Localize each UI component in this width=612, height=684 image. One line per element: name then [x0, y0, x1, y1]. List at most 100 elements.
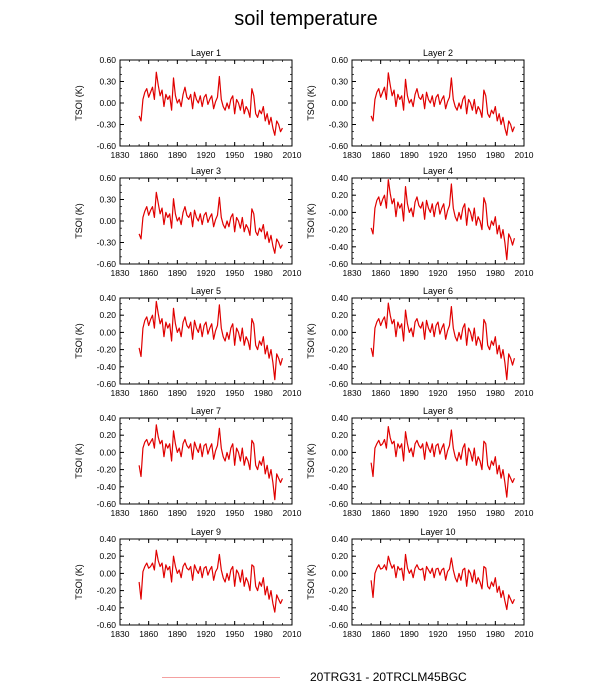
- y-tick-label: -0.30: [97, 120, 117, 130]
- x-tick-label: 1830: [111, 268, 130, 278]
- x-tick-label: 1950: [457, 150, 476, 160]
- y-tick-label: 0.00: [331, 327, 348, 337]
- y-axis-label: TSOI (K): [74, 203, 84, 239]
- y-axis-label: TSOI (K): [306, 323, 316, 359]
- y-tick-label: -0.40: [329, 603, 349, 613]
- y-tick-label: -0.00: [329, 207, 349, 217]
- x-tick-label: 1920: [197, 629, 216, 639]
- x-tick-label: 1980: [486, 268, 505, 278]
- y-tick-label: -0.30: [329, 120, 349, 130]
- panel-title: Layer 7: [191, 406, 221, 416]
- y-tick-label: -0.20: [329, 345, 349, 355]
- y-tick-label: 0.00: [99, 568, 116, 578]
- y-tick-label: -0.20: [329, 586, 349, 596]
- y-tick-label: -0.40: [97, 482, 117, 492]
- y-tick-label: 0.00: [331, 568, 348, 578]
- x-tick-label: 1860: [139, 388, 158, 398]
- x-tick-label: 1890: [168, 508, 187, 518]
- y-tick-label: -0.30: [97, 238, 117, 248]
- y-tick-label: -0.60: [97, 499, 117, 509]
- x-tick-label: 1920: [429, 508, 448, 518]
- series-line: [138, 424, 283, 501]
- x-tick-label: 2010: [283, 508, 302, 518]
- x-tick-label: 2010: [283, 268, 302, 278]
- x-tick-label: 1920: [429, 150, 448, 160]
- x-tick-label: 1830: [343, 629, 362, 639]
- x-tick-label: 2010: [515, 268, 534, 278]
- x-tick-label: 1830: [343, 268, 362, 278]
- panel-layer-6: Layer 6 TSOI (K) 1830 1860 1890 1920 1950 1980 2…: [306, 286, 534, 398]
- plot-frame: [119, 59, 293, 147]
- x-tick-label: 1860: [139, 268, 158, 278]
- panel-title: Layer 6: [423, 286, 453, 296]
- y-tick-label: 0.30: [331, 77, 348, 87]
- y-tick-label: 0.20: [331, 310, 348, 320]
- series-line: [370, 72, 516, 136]
- y-tick-label: -0.60: [97, 141, 117, 151]
- y-axis-label: TSOI (K): [74, 443, 84, 479]
- x-tick-label: 1980: [254, 150, 273, 160]
- y-axis-label: TSOI (K): [306, 564, 316, 600]
- y-tick-label: -0.60: [97, 620, 117, 630]
- x-tick-label: 1980: [254, 388, 273, 398]
- panel-title: Layer 9: [191, 527, 221, 537]
- x-tick-label: 1950: [457, 629, 476, 639]
- x-tick-label: 1860: [371, 508, 390, 518]
- y-axis-label: TSOI (K): [74, 564, 84, 600]
- x-tick-label: 1890: [168, 629, 187, 639]
- x-tick-label: 1980: [254, 268, 273, 278]
- y-tick-label: 0.40: [331, 534, 348, 544]
- panel-layer-5: Layer 5 TSOI (K) 1830 1860 1890 1920 1950 1980 2…: [74, 286, 302, 398]
- x-tick-label: 1920: [429, 268, 448, 278]
- x-tick-label: 1890: [400, 629, 419, 639]
- panel-layer-2: Layer 2 TSOI (K) 1830 1860 1890 1920 1950 1980 2…: [306, 48, 534, 160]
- y-axis-label: TSOI (K): [74, 323, 84, 359]
- y-tick-label: 0.20: [99, 430, 116, 440]
- x-tick-label: 1830: [343, 150, 362, 160]
- y-tick-label: 0.00: [99, 216, 116, 226]
- x-tick-label: 1890: [400, 150, 419, 160]
- y-tick-label: -0.60: [329, 259, 349, 269]
- y-axis-label: TSOI (K): [306, 203, 316, 239]
- x-tick-label: 1890: [168, 388, 187, 398]
- x-tick-label: 1860: [371, 629, 390, 639]
- x-tick-label: 1830: [111, 629, 130, 639]
- x-tick-label: 1980: [486, 150, 505, 160]
- y-tick-label: -0.60: [329, 379, 349, 389]
- x-tick-label: 1830: [343, 388, 362, 398]
- x-tick-label: 1860: [371, 150, 390, 160]
- panel-layer-1: Layer 1 TSOI (K) 1830 1860 1890 1920 1950 1980 2…: [74, 48, 302, 160]
- plot-frame: [351, 417, 525, 505]
- y-tick-label: 0.00: [99, 447, 116, 457]
- x-tick-label: 1920: [197, 150, 216, 160]
- y-tick-label: 0.40: [331, 173, 348, 183]
- x-tick-label: 2010: [283, 388, 302, 398]
- series-line: [138, 71, 283, 136]
- x-tick-label: 2010: [515, 629, 534, 639]
- y-tick-label: 0.40: [99, 413, 116, 423]
- x-tick-label: 1980: [486, 388, 505, 398]
- x-tick-label: 1890: [168, 268, 187, 278]
- panel-title: Layer 8: [423, 406, 453, 416]
- x-tick-label: 2010: [515, 150, 534, 160]
- x-tick-label: 2010: [515, 508, 534, 518]
- figure-title: soil temperature: [234, 8, 378, 30]
- y-tick-label: 0.20: [99, 551, 116, 561]
- x-tick-label: 1830: [111, 508, 130, 518]
- x-tick-label: 1830: [111, 388, 130, 398]
- series-line: [138, 549, 283, 613]
- series-line: [138, 191, 283, 254]
- y-tick-label: -0.20: [97, 586, 117, 596]
- y-tick-label: -0.60: [329, 620, 349, 630]
- y-tick-label: -0.20: [329, 225, 349, 235]
- x-tick-label: 1920: [197, 268, 216, 278]
- y-axis-label: TSOI (K): [306, 85, 316, 121]
- x-tick-label: 1920: [197, 508, 216, 518]
- plot-frame: [119, 177, 293, 265]
- y-tick-label: -0.40: [97, 362, 117, 372]
- y-axis-label: TSOI (K): [74, 85, 84, 121]
- panel-title: Layer 2: [423, 48, 453, 58]
- y-tick-label: 0.00: [99, 327, 116, 337]
- panel-title: Layer 4: [423, 166, 453, 176]
